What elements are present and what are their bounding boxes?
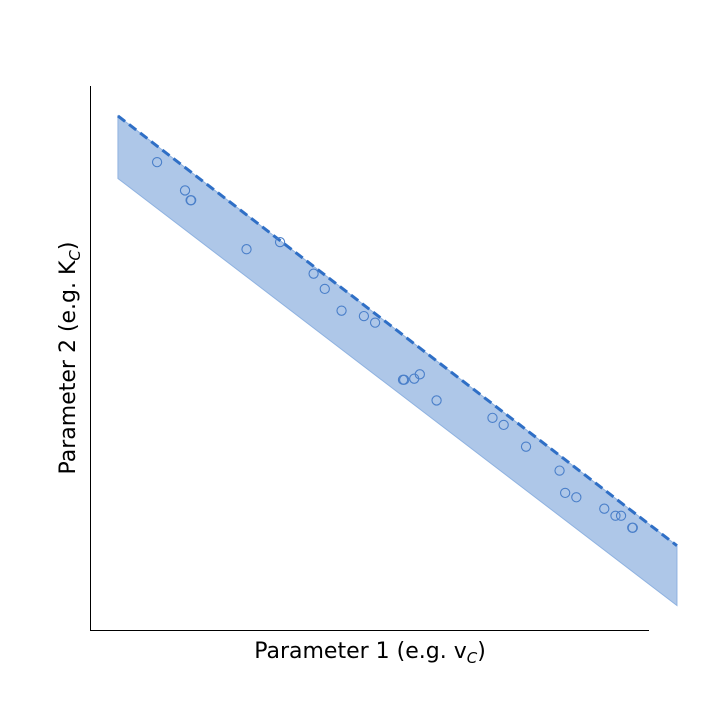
- y-axis-label-subscript: C: [66, 250, 84, 261]
- data-point: [554, 465, 565, 476]
- data-point: [369, 317, 381, 328]
- data-point: [308, 268, 319, 279]
- data-point: [610, 510, 621, 521]
- data-point: [358, 310, 370, 322]
- data-point: [599, 503, 610, 514]
- y-axis-label: Parameter 2 (e.g. KC): [56, 241, 84, 474]
- data-point: [336, 305, 347, 316]
- data-point: [498, 419, 509, 431]
- plot-area: [117, 114, 678, 607]
- data-point: [627, 522, 638, 533]
- data-point: [615, 510, 627, 521]
- x-axis-label-subscript: C: [467, 649, 478, 667]
- data-point: [319, 283, 330, 295]
- data-point: [571, 492, 582, 503]
- data-point: [186, 195, 197, 206]
- data-point: [431, 395, 442, 406]
- data-point: [414, 369, 425, 380]
- data-point: [560, 487, 571, 499]
- data-point: [487, 412, 498, 423]
- data-point: [179, 185, 191, 196]
- data-point: [399, 374, 410, 385]
- data-point: [151, 157, 163, 168]
- data-point: [241, 244, 252, 255]
- data-point: [274, 236, 286, 248]
- x-axis-label: Parameter 1 (e.g. vC): [254, 639, 486, 667]
- upper-bound-dashed-line: [117, 114, 678, 547]
- data-point: [520, 441, 532, 452]
- confidence-band: [117, 114, 678, 607]
